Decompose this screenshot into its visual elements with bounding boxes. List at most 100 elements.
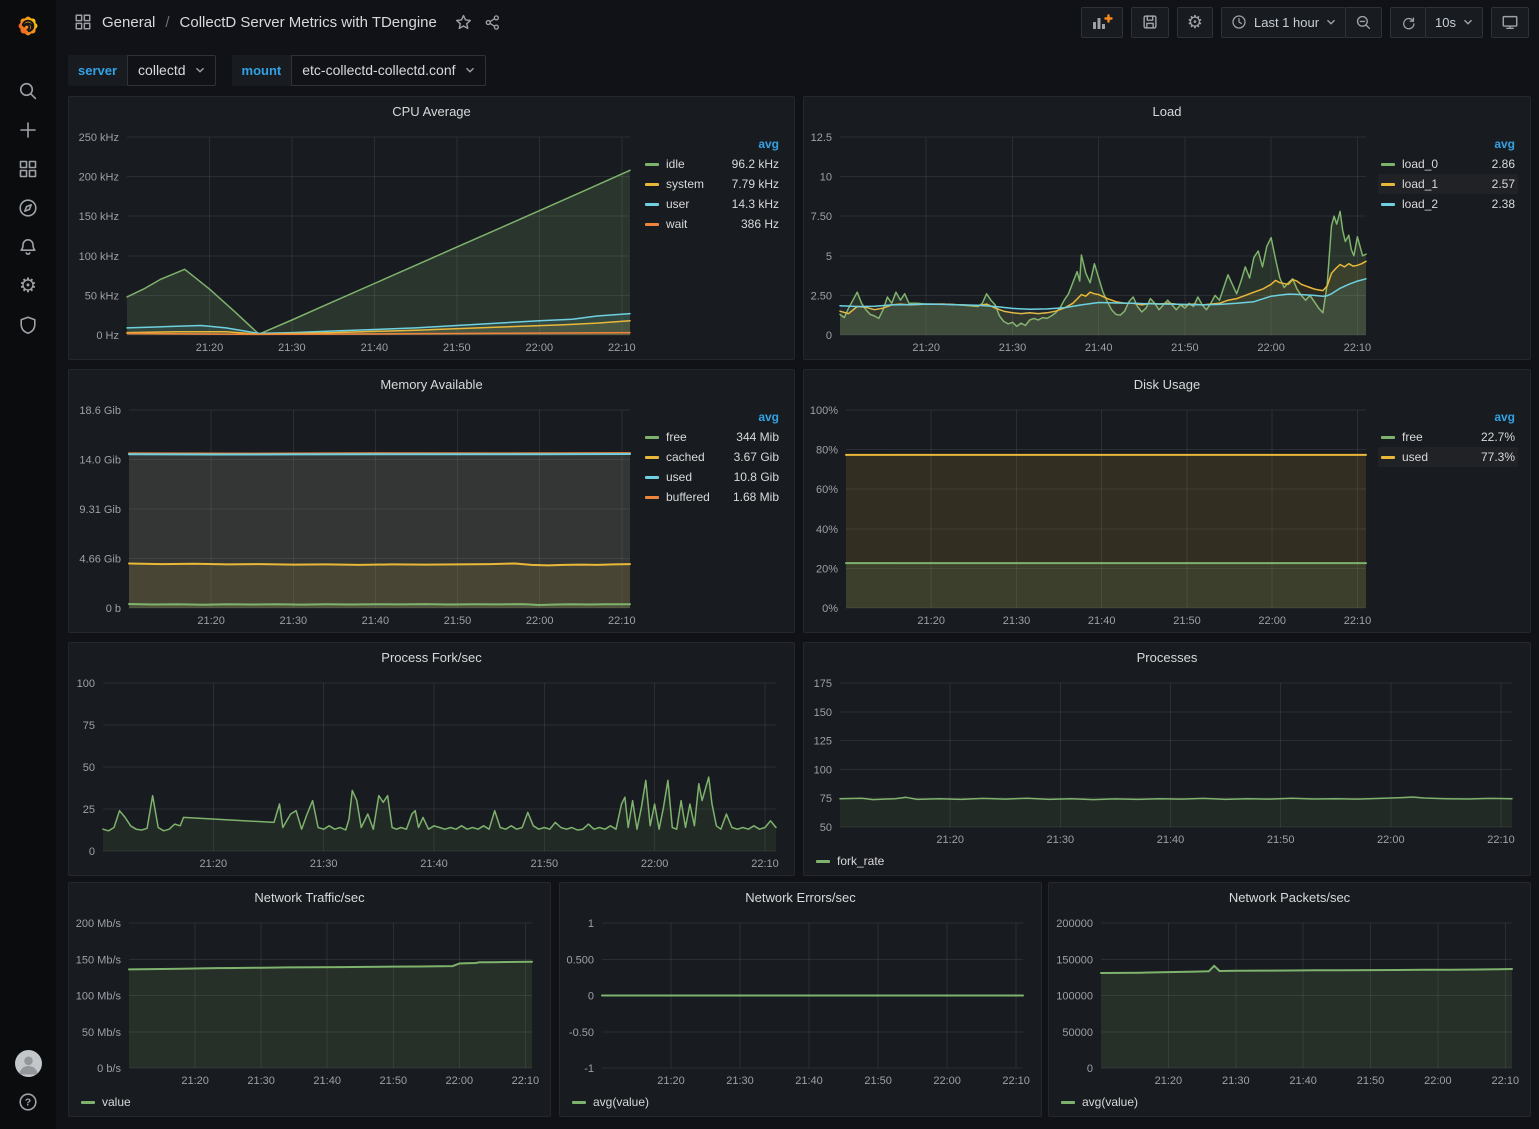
grafana-logo[interactable] bbox=[0, 0, 56, 50]
legend-item-avgvalue[interactable]: avg(value) bbox=[572, 1095, 649, 1109]
chevron-down-icon bbox=[1327, 19, 1335, 25]
explore-compass-icon bbox=[19, 199, 37, 217]
save-dashboard-button[interactable] bbox=[1130, 6, 1169, 38]
svg-text:2.50: 2.50 bbox=[811, 290, 832, 302]
panel-disk-header[interactable]: Disk Usage bbox=[804, 370, 1530, 398]
alerting-button[interactable] bbox=[11, 236, 45, 258]
legend-item-avgvalue[interactable]: avg(value) bbox=[1061, 1095, 1138, 1109]
legend-item-user[interactable]: user 14.3 kHz bbox=[642, 194, 782, 214]
legend-item-value[interactable]: value bbox=[81, 1095, 131, 1109]
top-navbar: General / CollectD Server Metrics with T… bbox=[56, 0, 1539, 44]
panel-cpu-average-header[interactable]: CPU Average bbox=[69, 97, 794, 125]
legend-item-cached[interactable]: cached 3.67 Gib bbox=[642, 447, 782, 467]
legend-avg-header: avg bbox=[1494, 137, 1515, 151]
cpu-average-chart[interactable]: 0 Hz 50 kHz 100 kHz 150 kHz 200 kHz 250 kHz 21… bbox=[71, 125, 642, 357]
legend-item-system[interactable]: system 7.79 kHz bbox=[642, 174, 782, 194]
network-errors-chart[interactable]: -1 -0.50 0 0.500 1 21:20 21:30 21:40 21:50 22:00 2… bbox=[562, 911, 1035, 1090]
user-profile-button[interactable] bbox=[11, 1049, 45, 1077]
dashboard-settings-button[interactable]: ⚙ bbox=[1176, 6, 1213, 38]
create-button[interactable] bbox=[11, 119, 45, 141]
series-name: cached bbox=[666, 450, 705, 464]
star-dashboard-button[interactable] bbox=[455, 14, 472, 31]
legend-item-load_1[interactable]: load_1 2.57 bbox=[1378, 174, 1518, 194]
variable-server-value[interactable]: collectd bbox=[127, 54, 216, 86]
network-errors-legend: avg(value) bbox=[562, 1090, 1035, 1114]
svg-text:50 kHz: 50 kHz bbox=[85, 290, 119, 302]
add-panel-button[interactable] bbox=[1080, 6, 1123, 38]
svg-text:22:10: 22:10 bbox=[1344, 342, 1372, 354]
legend-item-free[interactable]: free 22.7% bbox=[1378, 427, 1518, 447]
legend-item-idle[interactable]: idle 96.2 kHz bbox=[642, 154, 782, 174]
refresh-interval-picker[interactable]: 10s bbox=[1425, 6, 1483, 38]
configuration-button[interactable]: ⚙ bbox=[11, 275, 45, 297]
memory-available-chart[interactable]: 0 b 4.66 Gib 9.31 Gib 14.0 Gib 18.6 Gib 21:20… bbox=[71, 398, 642, 630]
zoom-out-time-button[interactable] bbox=[1345, 6, 1383, 38]
svg-text:21:50: 21:50 bbox=[380, 1075, 408, 1087]
share-dashboard-button[interactable] bbox=[484, 14, 501, 31]
panel-net-traffic-header[interactable]: Network Traffic/sec bbox=[69, 883, 550, 911]
svg-text:21:40: 21:40 bbox=[1289, 1075, 1317, 1087]
svg-text:0 b: 0 b bbox=[106, 603, 121, 615]
svg-text:12.5: 12.5 bbox=[811, 132, 832, 144]
refresh-button[interactable] bbox=[1390, 6, 1427, 38]
svg-text:22:00: 22:00 bbox=[1377, 834, 1405, 846]
svg-text:22:10: 22:10 bbox=[608, 615, 636, 627]
nav-sidebar: ⚙ ? bbox=[0, 0, 56, 1129]
network-packets-chart[interactable]: 0 50000 100000 150000 200000 21:20 21:30 21:40 2… bbox=[1051, 911, 1524, 1090]
svg-text:21:20: 21:20 bbox=[936, 834, 964, 846]
add-panel-icon bbox=[1092, 14, 1113, 29]
panel-title: Load bbox=[1152, 103, 1182, 119]
server-admin-shield-icon bbox=[20, 316, 36, 335]
svg-text:0: 0 bbox=[1087, 1063, 1093, 1075]
panel-load-header[interactable]: Load bbox=[804, 97, 1530, 125]
series-name: free bbox=[666, 430, 687, 444]
server-admin-button[interactable] bbox=[11, 314, 45, 336]
svg-text:22:00: 22:00 bbox=[526, 615, 554, 627]
variable-mount-value[interactable]: etc-collectd-collectd.conf bbox=[291, 54, 486, 86]
dashboards-button[interactable] bbox=[11, 158, 45, 180]
help-button[interactable]: ? bbox=[11, 1091, 45, 1113]
panel-net-packets-header[interactable]: Network Packets/sec bbox=[1049, 883, 1530, 911]
series-color-dash bbox=[1381, 435, 1395, 439]
legend-item-fork_rate[interactable]: fork_rate bbox=[816, 854, 884, 868]
time-range-picker[interactable]: Last 1 hour bbox=[1220, 6, 1347, 38]
breadcrumb-folder[interactable]: General bbox=[102, 13, 156, 31]
process-fork-chart[interactable]: 0 25 50 75 100 21:20 21:30 21:40 21:50 22:00 22:10 bbox=[71, 671, 788, 873]
panel-load: Load 0 2.50 5 7.50 10 12.5 21:20 21:30 21:40 21:5… bbox=[803, 96, 1531, 360]
save-icon bbox=[1143, 15, 1157, 29]
panel-title: Network Traffic/sec bbox=[254, 889, 365, 905]
svg-text:150000: 150000 bbox=[1056, 954, 1093, 966]
dashboard-grid: CPU Average 0 Hz 50 kHz 100 kHz 150 kHz 200 … bbox=[56, 96, 1539, 1129]
svg-text:21:30: 21:30 bbox=[999, 342, 1027, 354]
panel-processes-header[interactable]: Processes bbox=[804, 643, 1530, 671]
legend-item-wait[interactable]: wait 386 Hz bbox=[642, 214, 782, 234]
svg-text:21:50: 21:50 bbox=[1267, 834, 1295, 846]
network-traffic-chart[interactable]: 0 b/s 50 Mb/s 100 Mb/s 150 Mb/s 200 Mb/s 21:2… bbox=[71, 911, 544, 1090]
legend-item-load_2[interactable]: load_2 2.38 bbox=[1378, 194, 1518, 214]
monitor-icon bbox=[1502, 15, 1518, 30]
panel-memory-header[interactable]: Memory Available bbox=[69, 370, 794, 398]
legend-item-buffered[interactable]: buffered 1.68 Mib bbox=[642, 487, 782, 507]
load-chart[interactable]: 0 2.50 5 7.50 10 12.5 21:20 21:30 21:40 21:50 22:0… bbox=[806, 125, 1378, 357]
dashboard-title[interactable]: CollectD Server Metrics with TDengine bbox=[179, 13, 437, 31]
panel-title: CPU Average bbox=[392, 103, 471, 119]
series-name: idle bbox=[666, 157, 685, 171]
legend-item-load_0[interactable]: load_0 2.86 bbox=[1378, 154, 1518, 174]
time-range-label: Last 1 hour bbox=[1253, 14, 1320, 30]
search-button[interactable] bbox=[11, 80, 45, 102]
panel-fork-header[interactable]: Process Fork/sec bbox=[69, 643, 794, 671]
chevron-down-icon bbox=[195, 67, 204, 73]
svg-text:1: 1 bbox=[588, 918, 594, 930]
panel-net-errors-header[interactable]: Network Errors/sec bbox=[560, 883, 1041, 911]
kiosk-mode-button[interactable] bbox=[1491, 6, 1529, 38]
svg-text:21:50: 21:50 bbox=[1171, 342, 1199, 354]
disk-usage-chart[interactable]: 0% 20% 40% 60% 80% 100% 21:20 21:30 21:40 21:50 22… bbox=[806, 398, 1378, 630]
explore-button[interactable] bbox=[11, 197, 45, 219]
legend-item-used[interactable]: used 10.8 Gib bbox=[642, 467, 782, 487]
legend-item-free[interactable]: free 344 Mib bbox=[642, 427, 782, 447]
cpu-average-legend: avg idle 96.2 kHz system 7.79 kHz user 14.3 kH… bbox=[642, 125, 790, 357]
legend-item-used[interactable]: used 77.3% bbox=[1378, 447, 1518, 467]
svg-text:0: 0 bbox=[826, 330, 832, 342]
processes-chart[interactable]: 50 75 100 125 150 175 21:20 21:30 21:40 21:50 22:0… bbox=[806, 671, 1524, 849]
panel-memory-available: Memory Available 0 b 4.66 Gib 9.31 Gib 14.0… bbox=[68, 369, 795, 633]
